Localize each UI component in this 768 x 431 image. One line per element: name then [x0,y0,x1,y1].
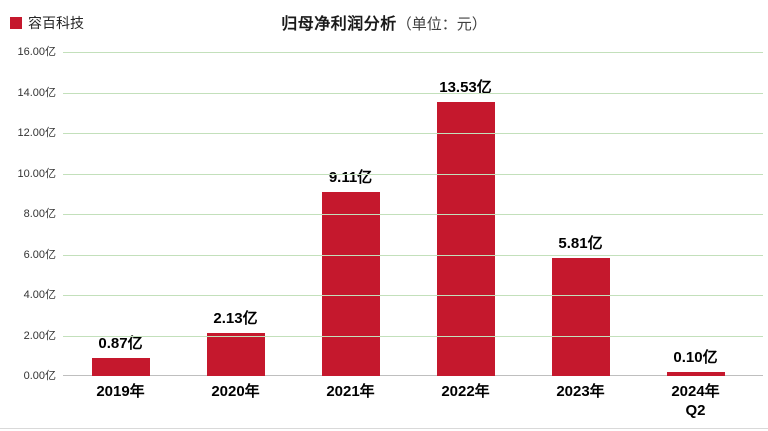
y-tick-label: 0.00亿 [23,370,56,382]
gridline [63,133,763,134]
y-tick-label: 16.00亿 [17,46,56,58]
y-tick-label: 10.00亿 [17,167,56,180]
gridline [63,52,763,53]
gridline [63,173,763,175]
y-tick-label: 6.00亿 [23,248,56,261]
legend-label: 容百科技 [28,15,84,31]
x-axis-label: 2019年 [96,383,145,400]
y-tick-label: 14.00亿 [17,86,56,99]
legend-swatch-icon [10,17,22,29]
gridline [63,335,763,337]
y-tick-label: 8.00亿 [23,208,56,220]
bar-value-label: 9.11亿 [328,169,373,186]
chart-title-unit: （单位：元） [396,16,487,33]
y-tick-label: 2.00亿 [23,329,56,342]
bar-column: 9.11亿 2021年 [293,52,408,400]
x-axis-label: 2024年 Q2 [671,383,720,419]
bar-2022年 [436,102,495,376]
gridline [63,295,763,296]
bar-column: 0.87亿 2019年 [63,52,178,400]
bar-column: 5.81亿 2023年 [523,52,638,400]
chart-header: 归母净利润分析（单位：元） [0,10,768,34]
bar-2019年 [91,358,150,376]
bar-2024年Q2 [666,372,725,376]
bar-column: 0.10亿 2024年 Q2 [638,52,753,419]
bar-value-label: 13.53亿 [439,79,492,96]
bar-2021年 [321,192,380,376]
bar-2023年 [551,258,610,376]
gridline [63,254,763,256]
plot-area: 0.87亿 2019年 2.13亿 2020年 9.11亿 2021年 13.53亿 2022… [63,52,763,419]
gridline [63,92,763,94]
bar-column: 13.53亿 2022年 [408,52,523,400]
x-axis-label: 2023年 [556,383,605,400]
bar-value-label: 5.81亿 [558,235,603,252]
gridline [63,214,763,215]
x-axis-label: 2020年 [211,383,260,400]
chart-legend: 容百科技 [10,13,84,33]
bar-value-label: 0.10亿 [673,349,718,366]
x-axis-label: 2021年 [326,383,375,400]
bottom-divider [0,428,768,429]
y-tick-label: 12.00亿 [17,127,56,139]
bar-value-label: 2.13亿 [213,310,258,327]
bar-value-label: 0.87亿 [98,335,143,352]
bar-2020年 [206,333,265,376]
y-tick-label: 4.00亿 [23,289,56,301]
bar-columns: 0.87亿 2019年 2.13亿 2020年 9.11亿 2021年 13.53亿 2022… [63,52,753,419]
chart-title: 归母净利润分析 [281,16,397,33]
x-axis-label: 2022年 [441,383,490,400]
y-axis-tick-labels: 16.00亿 14.00亿 12.00亿 10.00亿 8.00亿 6.00亿 4.00亿 2… [0,46,56,382]
bar-column: 2.13亿 2020年 [178,52,293,400]
